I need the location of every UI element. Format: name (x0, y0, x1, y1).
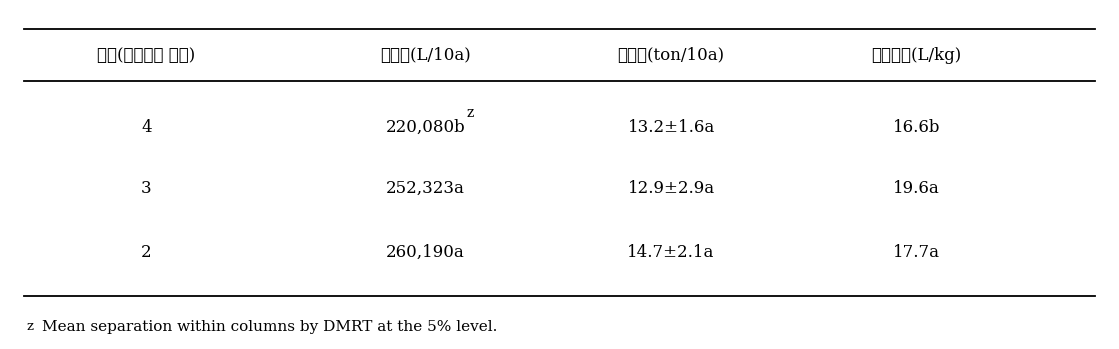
Text: 260,190a: 260,190a (386, 244, 464, 261)
Text: 4: 4 (141, 119, 152, 136)
Text: 17.7a: 17.7a (893, 244, 940, 261)
Text: Mean separation within columns by DMRT at the 5% level.: Mean separation within columns by DMRT a… (41, 320, 497, 334)
Text: z: z (26, 320, 32, 333)
Text: 처리(점적호스 줄수): 처리(점적호스 줄수) (97, 46, 196, 64)
Text: 220,080b: 220,080b (386, 119, 466, 136)
Text: z: z (467, 106, 473, 120)
Text: 2: 2 (141, 244, 152, 261)
Text: 물소모량(L/kg): 물소모량(L/kg) (872, 46, 962, 64)
Text: 13.2±1.6a: 13.2±1.6a (628, 119, 715, 136)
Text: 12.9±2.9a: 12.9±2.9a (628, 180, 715, 197)
Text: 수확량(ton/10a): 수확량(ton/10a) (618, 46, 725, 64)
Text: 3: 3 (141, 180, 152, 197)
Text: 16.6b: 16.6b (893, 119, 940, 136)
Text: 252,323a: 252,323a (386, 180, 466, 197)
Text: 14.7±2.1a: 14.7±2.1a (628, 244, 715, 261)
Text: 관개량(L/10a): 관개량(L/10a) (380, 46, 471, 64)
Text: 19.6a: 19.6a (893, 180, 940, 197)
